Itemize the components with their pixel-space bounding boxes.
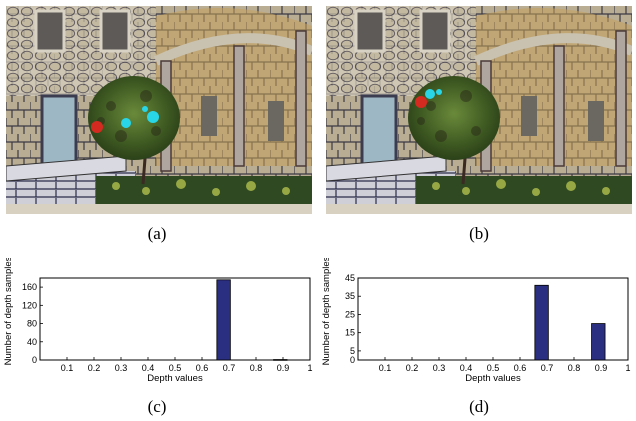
x-tick-label: 1: [307, 363, 312, 373]
histogram-chart-d: 0.1 0.2 0.3 0.4 0.5 0.6 0.7 0.8 0.9 1 05 15 25 35 45 De…: [321, 258, 631, 384]
mosaic-building-image-a: [6, 6, 312, 214]
x-tick-label: 0.3: [433, 363, 446, 373]
y-tick-label: 120: [22, 300, 37, 310]
x-axis-label: Depth values: [465, 373, 521, 384]
x-tick-label: 0.1: [61, 363, 74, 373]
x-tick-label: 0.9: [277, 363, 290, 373]
plot-frame: [39, 277, 311, 361]
y-tick-label: 35: [345, 291, 355, 301]
caption-c: (c): [147, 397, 167, 416]
x-tick-label: 0.8: [568, 363, 581, 373]
x-tick-label: 0.3: [115, 363, 128, 373]
histogram-bar: [273, 359, 288, 361]
caption-d: (d): [469, 397, 489, 416]
caption-b: (b): [469, 224, 489, 243]
x-tick-label: 0.4: [142, 363, 155, 373]
y-tick-label: 25: [345, 309, 355, 319]
photo-panel-b: [326, 6, 632, 214]
x-tick-label: 0.6: [196, 363, 209, 373]
y-tick-label: 0: [350, 355, 355, 365]
y-tick-label: 160: [22, 282, 37, 292]
x-tick-label: 0.7: [223, 363, 236, 373]
histogram-bar: [591, 323, 606, 361]
y-tick-label: 15: [345, 328, 355, 338]
x-axis-label: Depth values: [147, 373, 203, 384]
x-tick-label: 0.8: [250, 363, 263, 373]
red-marker-icon: [91, 121, 103, 133]
x-tick-label: 0.2: [88, 363, 101, 373]
plot-frame: [357, 277, 629, 361]
x-tick-label: 0.5: [169, 363, 182, 373]
y-tick-label: 40: [27, 337, 37, 347]
y-axis-label: Number of depth samples: [3, 258, 14, 365]
y-tick-label: 80: [27, 319, 37, 329]
x-tick-label: 0.6: [514, 363, 527, 373]
y-axis-label: Number of depth samples: [321, 258, 332, 365]
cyan-marker-icon: [121, 118, 131, 128]
y-tick-label: 5: [350, 346, 355, 356]
x-tick-label: 0.1: [379, 363, 392, 373]
x-tick-label: 1: [625, 363, 630, 373]
x-tick-label: 0.7: [541, 363, 554, 373]
histogram-bar: [216, 279, 231, 361]
cyan-marker-icon: [425, 89, 435, 99]
histogram-chart-c: 0.1 0.2 0.3 0.4 0.5 0.6 0.7 0.8 0.9 1 0 40 80 120 160 D…: [3, 258, 313, 384]
y-tick-label: 45: [345, 273, 355, 283]
y-tick-label: 0: [32, 355, 37, 365]
x-tick-label: 0.2: [406, 363, 419, 373]
mosaic-building-image-b: [326, 6, 632, 214]
histogram-bar: [534, 284, 549, 361]
x-tick-label: 0.5: [487, 363, 500, 373]
photo-panel-a: [6, 6, 312, 214]
caption-a: (a): [147, 224, 167, 243]
x-tick-label: 0.9: [595, 363, 608, 373]
red-marker-icon: [415, 96, 427, 108]
x-tick-label: 0.4: [460, 363, 473, 373]
